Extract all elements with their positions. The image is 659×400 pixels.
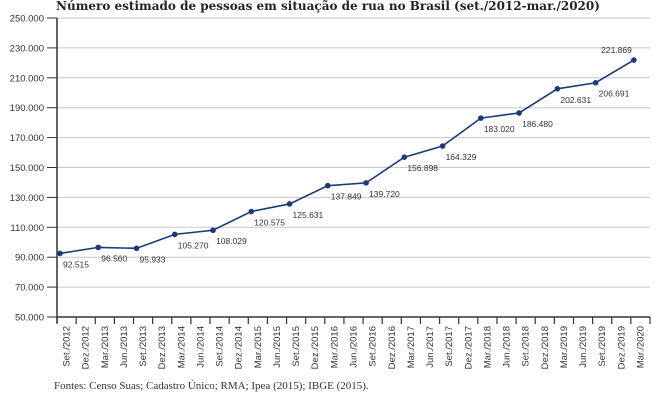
y-tick-label: 210.000 [10, 73, 44, 84]
data-point [57, 250, 63, 257]
data-label: 156.898 [407, 163, 438, 173]
data-label: 183.020 [484, 124, 515, 134]
data-label: 202.631 [560, 95, 591, 105]
data-label: 105.270 [178, 240, 209, 250]
x-tick-label: Mar./2015 [253, 326, 264, 368]
y-tick-label: 250.000 [10, 14, 44, 25]
y-tick-label: 110.000 [10, 223, 44, 234]
x-tick-label: Jun./2019 [578, 326, 589, 368]
data-point [363, 180, 369, 186]
data-label: 139.720 [369, 189, 400, 199]
x-tick-label: Dez./2017 [463, 326, 474, 369]
data-point [286, 201, 293, 207]
x-tick-label: Set./2019 [597, 326, 608, 367]
x-tick-label: Set./2016 [368, 326, 379, 367]
x-tick-label: Jun./2016 [349, 326, 360, 368]
data-label: 186.480 [522, 119, 553, 129]
x-tick-label: Dez./2016 [387, 326, 398, 369]
x-tick-label: Set./2012 [62, 326, 73, 367]
x-tick-label: Dez./2018 [540, 326, 551, 369]
y-tick-label: 50.000 [15, 313, 44, 324]
data-point [401, 154, 408, 160]
data-point [592, 79, 599, 86]
x-tick-label: Mar./2019 [559, 326, 570, 368]
y-tick-label: 190.000 [10, 103, 44, 114]
x-tick-label: Mar./2020 [635, 326, 646, 368]
x-tick-label: Jun./2013 [119, 326, 130, 368]
x-tick-label: Dez./2012 [81, 326, 92, 369]
data-point [554, 86, 561, 92]
y-tick-label: 150.000 [10, 163, 44, 174]
y-tick-label: 230.000 [10, 43, 44, 54]
y-tick-label: 90.000 [15, 253, 44, 264]
x-tick-label: Set./2018 [521, 326, 532, 367]
data-point [325, 182, 331, 189]
data-label: 164.329 [446, 152, 477, 162]
x-tick-label: Set./2015 [291, 326, 302, 367]
data-label: 96.560 [101, 253, 127, 263]
x-tick-label: Jun./2017 [425, 326, 436, 368]
data-point [631, 57, 637, 63]
y-tick-label: 170.000 [10, 133, 44, 144]
data-point [248, 208, 255, 215]
data-label: 95.933 [140, 254, 166, 264]
data-point [516, 110, 522, 116]
data-point [171, 231, 178, 238]
x-tick-label: Jun./2018 [502, 326, 513, 368]
series-line [59, 59, 635, 255]
x-tick-label: Set./2013 [138, 326, 149, 367]
chart-title: Número estimado de pessoas em situação d… [56, 0, 600, 13]
data-label: 120.575 [254, 217, 285, 227]
data-label: 221.869 [601, 45, 632, 55]
data-label: 206.691 [599, 89, 630, 99]
x-tick-label: Jun./2015 [272, 326, 283, 368]
data-point [478, 115, 484, 121]
x-tick-label: Set./2017 [444, 326, 455, 367]
x-tick-label: Dez./2014 [234, 326, 245, 369]
x-tick-label: Dez./2019 [616, 326, 627, 369]
x-tick-label: Jun./2014 [195, 326, 206, 368]
data-label: 92.515 [63, 259, 89, 269]
x-tick-label: Set./2014 [215, 326, 226, 367]
y-tick-label: 130.000 [10, 193, 44, 204]
x-tick-label: Mar./2017 [406, 326, 417, 368]
x-tick-label: Dez./2013 [157, 326, 168, 369]
x-tick-label: Mar./2013 [100, 326, 111, 368]
data-point [133, 245, 140, 252]
chart-source: Fontes: Censo Suas; Cadastro Único; RMA;… [54, 380, 369, 392]
data-point [95, 244, 102, 251]
data-label: 108.029 [216, 236, 247, 246]
x-tick-label: Mar./2016 [329, 326, 340, 368]
data-point [439, 143, 446, 149]
data-label: 125.631 [293, 210, 324, 220]
data-point [210, 227, 216, 234]
data-label: 137.849 [331, 192, 362, 202]
x-tick-label: Mar./2014 [176, 326, 187, 368]
x-tick-label: Mar./2018 [482, 326, 493, 368]
y-tick-label: 70.000 [15, 283, 44, 294]
x-tick-label: Dez./2015 [310, 326, 321, 369]
